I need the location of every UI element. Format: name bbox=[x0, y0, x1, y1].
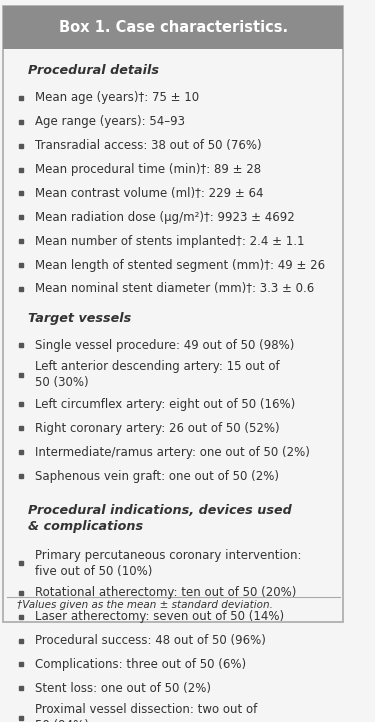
Text: Proximal vessel dissection: two out of
50 (94%): Proximal vessel dissection: two out of 5… bbox=[34, 703, 257, 722]
Text: Left anterior descending artery: 15 out of
50 (30%): Left anterior descending artery: 15 out … bbox=[34, 360, 279, 389]
FancyBboxPatch shape bbox=[3, 6, 343, 622]
Text: Age range (years): 54–93: Age range (years): 54–93 bbox=[34, 116, 184, 129]
Text: Mean length of stented segment (mm)†: 49 ± 26: Mean length of stented segment (mm)†: 49… bbox=[34, 258, 325, 271]
Text: Primary percutaneous coronary intervention:
five out of 50 (10%): Primary percutaneous coronary interventi… bbox=[34, 549, 301, 578]
Text: †Values given as the mean ± standard deviation.: †Values given as the mean ± standard dev… bbox=[17, 601, 273, 610]
Text: Procedural indications, devices used
& complications: Procedural indications, devices used & c… bbox=[28, 504, 291, 533]
Text: Mean procedural time (min)†: 89 ± 28: Mean procedural time (min)†: 89 ± 28 bbox=[34, 163, 261, 176]
Text: Transradial access: 38 out of 50 (76%): Transradial access: 38 out of 50 (76%) bbox=[34, 139, 261, 152]
Text: Mean number of stents implanted†: 2.4 ± 1.1: Mean number of stents implanted†: 2.4 ± … bbox=[34, 235, 304, 248]
Text: Mean age (years)†: 75 ± 10: Mean age (years)†: 75 ± 10 bbox=[34, 92, 199, 105]
Text: Laser atherectomy: seven out of 50 (14%): Laser atherectomy: seven out of 50 (14%) bbox=[34, 610, 284, 623]
Text: Mean nominal stent diameter (mm)†: 3.3 ± 0.6: Mean nominal stent diameter (mm)†: 3.3 ±… bbox=[34, 282, 314, 295]
Text: Mean radiation dose (µg/m²)†: 9923 ± 4692: Mean radiation dose (µg/m²)†: 9923 ± 469… bbox=[34, 211, 294, 224]
Text: Intermediate/ramus artery: one out of 50 (2%): Intermediate/ramus artery: one out of 50… bbox=[34, 445, 309, 458]
Text: Mean contrast volume (ml)†: 229 ± 64: Mean contrast volume (ml)†: 229 ± 64 bbox=[34, 187, 263, 200]
Text: Single vessel procedure: 49 out of 50 (98%): Single vessel procedure: 49 out of 50 (9… bbox=[34, 339, 294, 352]
FancyBboxPatch shape bbox=[3, 6, 343, 49]
Text: Target vessels: Target vessels bbox=[28, 312, 131, 325]
Text: Box 1. Case characteristics.: Box 1. Case characteristics. bbox=[58, 20, 288, 35]
Text: Left circumflex artery: eight out of 50 (16%): Left circumflex artery: eight out of 50 … bbox=[34, 398, 295, 411]
Text: Right coronary artery: 26 out of 50 (52%): Right coronary artery: 26 out of 50 (52%… bbox=[34, 422, 279, 435]
Text: Procedural success: 48 out of 50 (96%): Procedural success: 48 out of 50 (96%) bbox=[34, 634, 266, 647]
Text: Rotational atherectomy: ten out of 50 (20%): Rotational atherectomy: ten out of 50 (2… bbox=[34, 586, 296, 599]
Text: Procedural details: Procedural details bbox=[28, 64, 159, 77]
Text: Complications: three out of 50 (6%): Complications: three out of 50 (6%) bbox=[34, 658, 246, 671]
Text: Saphenous vein graft: one out of 50 (2%): Saphenous vein graft: one out of 50 (2%) bbox=[34, 469, 279, 482]
Text: Stent loss: one out of 50 (2%): Stent loss: one out of 50 (2%) bbox=[34, 682, 211, 695]
